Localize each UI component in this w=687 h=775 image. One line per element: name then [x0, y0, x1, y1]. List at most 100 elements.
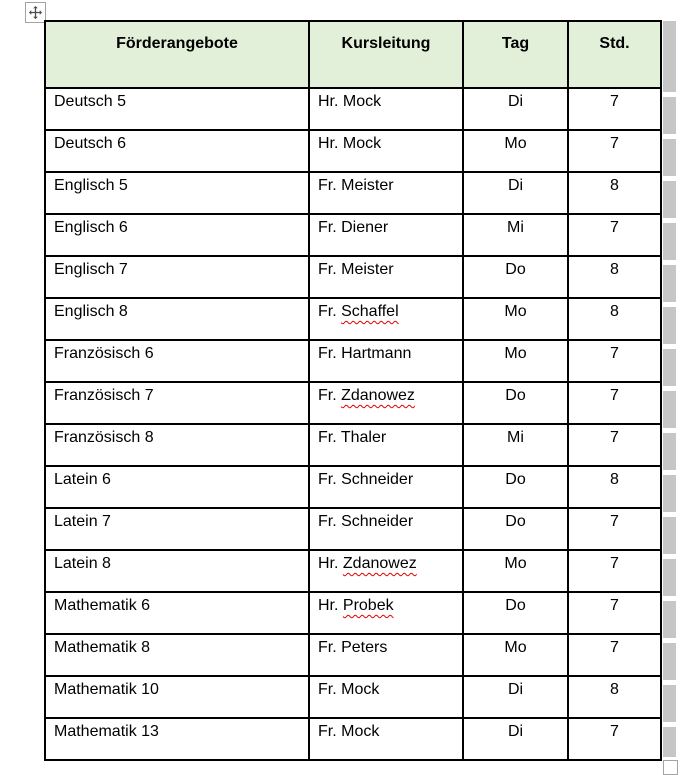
cell-day[interactable]: Mo [462, 339, 569, 383]
cell-subject[interactable]: Französisch 6 [44, 339, 310, 383]
column-header-tag[interactable]: Tag [462, 20, 569, 89]
cell-leader[interactable]: Hr. Zdanowez [308, 549, 464, 593]
cell-day[interactable]: Do [462, 255, 569, 299]
row-marker[interactable] [663, 517, 676, 554]
subject-text: Mathematik 10 [54, 681, 159, 698]
cell-subject[interactable]: Englisch 7 [44, 255, 310, 299]
leader-name: Zdanowez [341, 387, 415, 404]
leader-prefix: Hr. [318, 555, 343, 572]
cell-subject[interactable]: Mathematik 6 [44, 591, 310, 635]
table-move-handle[interactable] [25, 2, 46, 23]
cell-subject[interactable]: Deutsch 6 [44, 129, 310, 173]
column-header-std[interactable]: Std. [567, 20, 662, 89]
cell-std[interactable]: 7 [567, 129, 662, 173]
cell-subject[interactable]: Englisch 6 [44, 213, 310, 257]
cell-leader[interactable]: Hr. Mock [308, 129, 464, 173]
cell-std[interactable]: 8 [567, 297, 662, 341]
leader-name: Diener [341, 219, 389, 236]
row-marker[interactable] [663, 559, 676, 596]
row-marker[interactable] [663, 433, 676, 470]
subject-text: Mathematik 6 [54, 597, 151, 614]
day-text: Di [507, 177, 524, 194]
row-marker[interactable] [663, 391, 676, 428]
cell-day[interactable]: Mi [462, 423, 569, 467]
cell-day[interactable]: Mo [462, 129, 569, 173]
cell-subject[interactable]: Englisch 8 [44, 297, 310, 341]
cell-std[interactable]: 7 [567, 87, 662, 131]
row-marker[interactable] [663, 97, 676, 134]
cell-std[interactable]: 7 [567, 423, 662, 467]
cell-std[interactable]: 7 [567, 591, 662, 635]
table-row: Latein 7 Fr. Schneider Do 7 [44, 507, 662, 551]
row-marker[interactable] [663, 223, 676, 260]
cell-day[interactable]: Di [462, 171, 569, 215]
cell-leader[interactable]: Fr. Peters [308, 633, 464, 677]
row-marker[interactable] [663, 307, 676, 344]
cell-day[interactable]: Di [462, 717, 569, 761]
row-marker[interactable] [663, 139, 676, 176]
cell-day[interactable]: Di [462, 87, 569, 131]
column-header-foerderangebote[interactable]: Förderangebote [44, 20, 310, 89]
cell-subject[interactable]: Französisch 7 [44, 381, 310, 425]
cell-std[interactable]: 8 [567, 675, 662, 719]
row-marker[interactable] [663, 685, 676, 722]
cell-day[interactable]: Do [462, 381, 569, 425]
row-marker[interactable] [663, 349, 676, 386]
cell-subject[interactable]: Mathematik 13 [44, 717, 310, 761]
cell-leader[interactable]: Fr. Schneider [308, 507, 464, 551]
cell-leader[interactable]: Hr. Probek [308, 591, 464, 635]
leader-prefix: Hr. [318, 597, 343, 614]
cell-std[interactable]: 8 [567, 255, 662, 299]
cell-leader[interactable]: Fr. Mock [308, 675, 464, 719]
cell-leader[interactable]: Fr. Diener [308, 213, 464, 257]
cell-leader[interactable]: Fr. Zdanowez [308, 381, 464, 425]
cell-subject[interactable]: Mathematik 8 [44, 633, 310, 677]
row-marker[interactable] [663, 21, 676, 92]
cell-day[interactable]: Mi [462, 213, 569, 257]
cell-day[interactable]: Di [462, 675, 569, 719]
cell-std[interactable]: 7 [567, 717, 662, 761]
cell-day[interactable]: Do [462, 465, 569, 509]
column-header-kursleitung[interactable]: Kursleitung [308, 20, 464, 89]
row-marker[interactable] [663, 475, 676, 512]
day-text: Mo [504, 303, 527, 320]
cell-subject[interactable]: Latein 6 [44, 465, 310, 509]
cell-leader[interactable]: Fr. Thaler [308, 423, 464, 467]
cell-std[interactable]: 8 [567, 465, 662, 509]
row-marker[interactable] [663, 265, 676, 302]
cell-subject[interactable]: Englisch 5 [44, 171, 310, 215]
cell-std[interactable]: 7 [567, 507, 662, 551]
cell-day[interactable]: Do [462, 507, 569, 551]
row-marker[interactable] [663, 181, 676, 218]
std-text: 7 [610, 597, 619, 614]
cell-day[interactable]: Mo [462, 297, 569, 341]
cell-day[interactable]: Mo [462, 549, 569, 593]
cell-std[interactable]: 7 [567, 339, 662, 383]
cell-std[interactable]: 7 [567, 549, 662, 593]
cell-leader[interactable]: Fr. Mock [308, 717, 464, 761]
table-resize-handle[interactable] [663, 760, 678, 775]
leader-name: Schneider [341, 513, 414, 530]
cell-std[interactable]: 7 [567, 381, 662, 425]
cell-leader[interactable]: Fr. Hartmann [308, 339, 464, 383]
cell-std[interactable]: 7 [567, 213, 662, 257]
cell-std[interactable]: 8 [567, 171, 662, 215]
row-marker[interactable] [663, 643, 676, 680]
row-marker[interactable] [663, 727, 676, 757]
cell-leader[interactable]: Fr. Meister [308, 255, 464, 299]
cell-subject[interactable]: Latein 7 [44, 507, 310, 551]
cell-day[interactable]: Mo [462, 633, 569, 677]
cell-subject[interactable]: Latein 8 [44, 549, 310, 593]
cell-leader[interactable]: Hr. Mock [308, 87, 464, 131]
cell-leader[interactable]: Fr. Schneider [308, 465, 464, 509]
cell-subject[interactable]: Französisch 8 [44, 423, 310, 467]
cell-leader[interactable]: Fr. Schaffel [308, 297, 464, 341]
cell-leader[interactable]: Fr. Meister [308, 171, 464, 215]
day-text: Di [507, 723, 524, 740]
cell-day[interactable]: Do [462, 591, 569, 635]
cell-subject[interactable]: Mathematik 10 [44, 675, 310, 719]
row-marker[interactable] [663, 601, 676, 638]
cell-subject[interactable]: Deutsch 5 [44, 87, 310, 131]
cell-std[interactable]: 7 [567, 633, 662, 677]
